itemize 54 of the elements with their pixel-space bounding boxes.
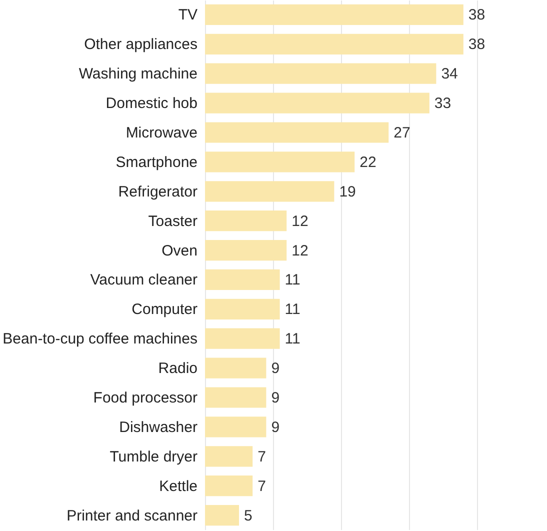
bar	[205, 328, 280, 349]
y-tick-label: Vacuum cleaner	[90, 272, 198, 289]
y-tick-label: Tumble dryer	[110, 448, 198, 466]
bar	[205, 269, 280, 290]
y-tick-label: Printer and scanner	[66, 507, 198, 524]
y-tick-label: Oven	[162, 242, 198, 260]
y-tick-label: Kettle	[159, 478, 198, 495]
bar	[205, 446, 253, 467]
y-tick-label: Microwave	[126, 124, 198, 142]
bar	[205, 504, 239, 526]
data-label: 33	[434, 95, 452, 112]
y-tick-label: Smartphone	[116, 154, 198, 171]
data-label: 11	[284, 301, 300, 318]
data-label: 11	[284, 330, 300, 348]
data-label: 38	[468, 36, 486, 54]
bar	[205, 476, 253, 496]
y-tick-label: Food processor	[93, 390, 198, 406]
bar	[205, 63, 436, 84]
bar	[205, 358, 266, 378]
bar	[205, 181, 334, 202]
bar	[205, 387, 266, 408]
y-tick-label: Bean-to-cup coffee machines	[2, 330, 198, 348]
y-tick-label: Domestic hob	[106, 95, 198, 112]
data-label: 5	[244, 507, 252, 524]
data-label: 12	[292, 212, 308, 230]
data-label: 22	[360, 154, 376, 171]
bar	[205, 152, 355, 172]
data-label: 9	[271, 360, 280, 378]
y-tick-label: TV	[178, 6, 198, 24]
data-label: 7	[258, 478, 266, 495]
data-label: 12	[292, 242, 308, 260]
data-label: 9	[271, 390, 280, 406]
bar	[205, 122, 389, 143]
y-tick-label: Radio	[158, 360, 198, 378]
bar	[205, 240, 287, 261]
data-label: 19	[339, 183, 356, 200]
data-label: 27	[394, 124, 410, 142]
data-label: 34	[441, 66, 458, 83]
y-tick-label: Washing machine	[78, 66, 198, 83]
bar	[205, 298, 280, 320]
bar	[205, 92, 430, 114]
y-tick-label: Refrigerator	[118, 183, 198, 200]
bar	[205, 416, 266, 438]
data-label: 9	[271, 418, 280, 436]
data-label: 7	[258, 448, 266, 466]
y-tick-label: Other appliances	[84, 36, 198, 54]
bar	[205, 4, 464, 26]
data-label: 11	[284, 272, 300, 289]
bar	[205, 210, 287, 232]
bar	[205, 34, 464, 54]
y-tick-label: Toaster	[148, 212, 198, 230]
data-label: 38	[468, 6, 486, 24]
y-tick-label: Computer	[132, 301, 198, 318]
y-tick-label: Dishwasher	[119, 418, 198, 436]
